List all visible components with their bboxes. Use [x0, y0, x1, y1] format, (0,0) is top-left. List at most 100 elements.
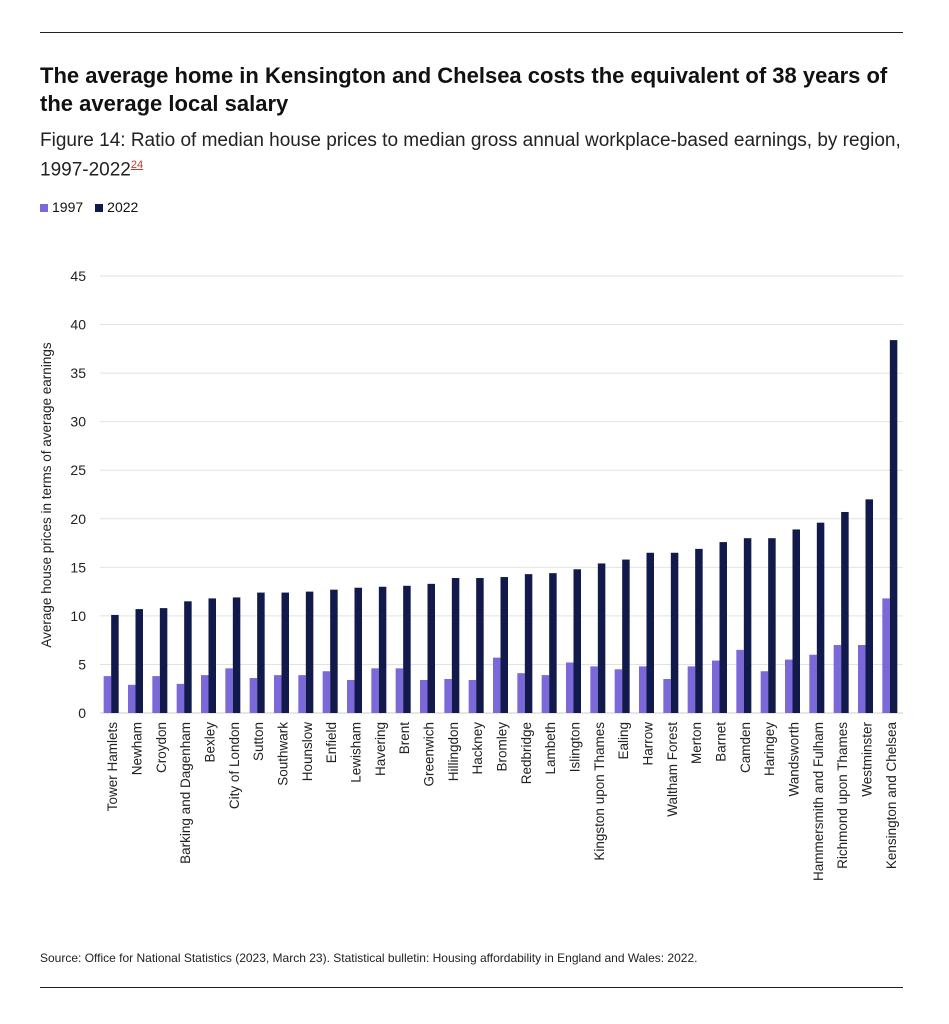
bar-1997 — [590, 666, 598, 713]
bar-1997 — [541, 675, 550, 713]
top-divider — [40, 32, 903, 33]
bar-2022 — [792, 529, 800, 713]
x-tick-label: Sutton — [251, 722, 266, 761]
y-tick-label: 20 — [70, 511, 86, 527]
bar-2022 — [281, 592, 289, 713]
bar-1997 — [103, 676, 112, 713]
legend-swatch-1997 — [40, 204, 48, 212]
footnote-link[interactable]: 24 — [130, 159, 144, 171]
bar-1997 — [128, 684, 136, 713]
bar-1997 — [274, 675, 282, 713]
bar-1997 — [152, 676, 160, 713]
bar-2022 — [378, 586, 387, 713]
bar-2022 — [549, 573, 557, 713]
bar-2022 — [816, 522, 825, 713]
bar-2022 — [184, 601, 192, 713]
legend-item-1997: 1997 — [40, 199, 83, 215]
bar-2022 — [695, 548, 703, 713]
bar-2022 — [354, 587, 362, 713]
x-tick-label: Greenwich — [422, 722, 437, 787]
subtitle-text: Figure 14: Ratio of median house prices … — [40, 130, 901, 181]
bar-1997 — [785, 659, 793, 713]
x-tick-label: Kingston upon Thames — [592, 722, 607, 861]
bar-1997 — [201, 675, 209, 713]
x-tick-label: Ealing — [616, 722, 631, 760]
y-axis-label: Average house prices in terms of average… — [39, 342, 54, 647]
bar-1997 — [517, 673, 525, 713]
bar-2022 — [403, 585, 411, 713]
x-tick-label: Barnet — [714, 722, 729, 762]
bar-1997 — [858, 645, 866, 713]
legend-label-2022: 2022 — [107, 199, 139, 215]
bar-1997 — [468, 679, 477, 713]
x-tick-label: Haringey — [762, 722, 777, 776]
x-tick-label: City of London — [227, 722, 242, 809]
x-tick-label: Hillingdon — [446, 722, 461, 781]
x-tick-label: Lewisham — [349, 722, 364, 783]
bar-2022 — [257, 592, 265, 713]
x-tick-label: Hackney — [470, 722, 485, 775]
chart-legend: 1997 2022 — [40, 199, 138, 215]
x-tick-label: Enfield — [324, 722, 339, 763]
y-tick-label: 45 — [70, 268, 86, 284]
bar-2022 — [768, 538, 776, 713]
bar-2022 — [646, 552, 654, 713]
bottom-divider — [40, 987, 903, 988]
x-tick-label: Brent — [397, 722, 412, 755]
bar-2022 — [427, 583, 435, 713]
x-tick-label: Bexley — [203, 722, 218, 763]
y-tick-label: 10 — [70, 608, 86, 624]
bar-2022 — [476, 578, 484, 713]
bar-1997 — [444, 679, 452, 713]
bar-1997 — [687, 666, 696, 713]
y-tick-label: 35 — [70, 365, 86, 381]
x-tick-label: Havering — [373, 722, 388, 776]
x-tick-label: Tower Hamlets — [105, 722, 120, 812]
legend-swatch-2022 — [95, 204, 104, 212]
bar-2022 — [841, 511, 849, 713]
bar-1997 — [347, 679, 355, 713]
x-tick-label: Harrow — [641, 722, 656, 766]
bar-2022 — [451, 578, 460, 713]
bar-2022 — [330, 589, 338, 713]
bar-2022 — [743, 538, 752, 713]
y-tick-label: 5 — [78, 656, 86, 672]
bar-1997 — [712, 660, 720, 713]
bar-2022 — [573, 569, 581, 713]
x-tick-label: Waltham Forest — [665, 722, 680, 817]
x-tick-label: Hammersmith and Fulham — [811, 722, 826, 881]
bar-1997 — [371, 668, 379, 713]
y-tick-label: 30 — [70, 414, 86, 430]
bar-2022 — [865, 499, 873, 713]
bar-1997 — [493, 657, 501, 713]
bar-2022 — [597, 563, 606, 713]
y-tick-label: 15 — [70, 559, 86, 575]
bar-1997 — [833, 645, 842, 713]
bar-1997 — [566, 662, 574, 713]
bar-chart: 0 5 10 15 20 25 30 35 40 45 Average house prices i… — [39, 268, 903, 881]
bar-2022 — [670, 552, 679, 713]
x-tick-label: Islington — [568, 722, 583, 772]
bar-1997 — [249, 678, 258, 713]
bar-1997 — [809, 654, 817, 713]
bar-1997 — [736, 649, 744, 713]
bar-1997 — [760, 671, 769, 713]
bar-1997 — [614, 669, 623, 713]
x-tick-label: Lambeth — [543, 722, 558, 775]
x-tick-label: Croydon — [154, 722, 169, 773]
bar-1997 — [298, 675, 306, 713]
bar-1997 — [882, 598, 890, 713]
bar-2022 — [135, 609, 143, 713]
legend-item-2022: 2022 — [95, 199, 138, 215]
y-tick-label: 40 — [70, 317, 86, 333]
bar-1997 — [322, 671, 331, 713]
x-tick-label: Bromley — [495, 722, 510, 772]
x-tick-label: Wandsworth — [787, 722, 802, 797]
bar-2022 — [305, 591, 314, 713]
x-tick-label: Redbridge — [519, 722, 534, 784]
bar-2022 — [524, 574, 533, 713]
bar-2022 — [889, 340, 898, 713]
bar-1997 — [663, 679, 671, 713]
bar-2022 — [232, 597, 241, 713]
